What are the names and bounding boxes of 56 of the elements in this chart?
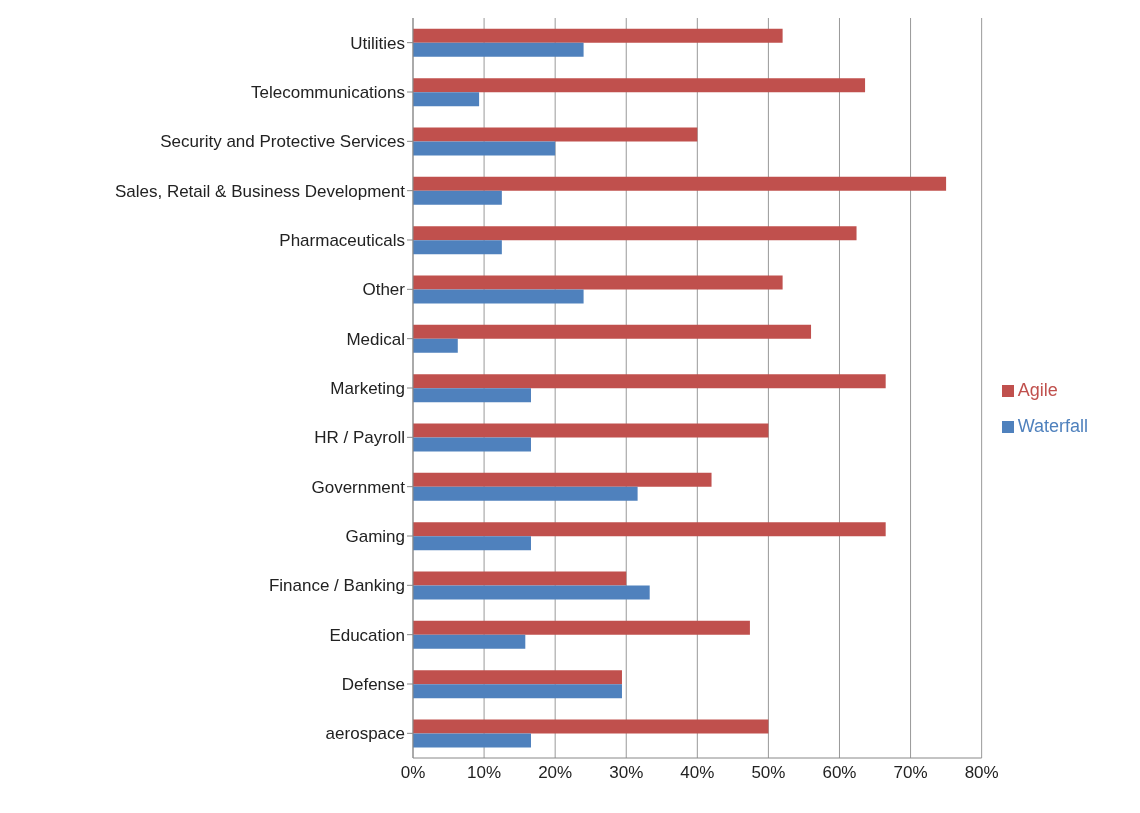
legend-label: Waterfall: [1017, 416, 1088, 436]
bar: [413, 472, 712, 487]
x-tick-label: 40%: [680, 763, 715, 783]
bar: [413, 92, 480, 107]
bar: [413, 522, 886, 537]
x-tick-label: 50%: [751, 763, 786, 783]
bar: [413, 240, 502, 255]
x-tick-label: 0%: [400, 763, 426, 783]
y-tick-label: HR / Payroll: [314, 428, 405, 448]
bar: [413, 226, 857, 241]
bar: [413, 190, 502, 205]
x-tick-label: 20%: [538, 763, 573, 783]
y-tick-label: Pharmaceuticals: [279, 231, 405, 251]
y-tick-label: Gaming: [345, 527, 405, 547]
bar: [413, 324, 812, 339]
bar: [413, 536, 531, 551]
y-tick-label: Security and Protective Services: [160, 132, 405, 152]
bar: [413, 486, 638, 501]
bar: [413, 571, 627, 586]
bar: [413, 42, 584, 57]
y-tick-label: Education: [329, 625, 405, 645]
y-tick-label: Utilities: [350, 33, 405, 53]
bar: [413, 141, 556, 156]
bar: [413, 127, 698, 142]
bar: [413, 733, 531, 748]
y-tick-label: Medical: [346, 329, 405, 349]
bar: [413, 374, 886, 389]
y-tick-label: Sales, Retail & Business Development: [114, 181, 406, 201]
bar: [413, 28, 783, 43]
bar: [413, 585, 650, 600]
bar: [413, 684, 622, 699]
x-tick-label: 10%: [467, 763, 502, 783]
bar: [413, 78, 866, 93]
bar: [413, 437, 531, 452]
y-tick-label: Other: [362, 280, 406, 300]
x-tick-label: 30%: [609, 763, 644, 783]
y-tick-label: Finance / Banking: [268, 576, 405, 596]
bar: [413, 289, 584, 304]
x-tick-label: 70%: [893, 763, 928, 783]
bar: [413, 423, 769, 438]
bar: [413, 634, 526, 649]
bar: [413, 338, 458, 353]
y-tick-label: Telecommunications: [250, 83, 405, 103]
bar: [413, 670, 622, 685]
y-tick-label: Marketing: [330, 379, 405, 399]
bar: [413, 719, 769, 734]
x-tick-label: 80%: [964, 763, 999, 783]
legend-label: Agile: [1017, 380, 1058, 400]
bar: [413, 620, 750, 635]
bar: [413, 275, 783, 290]
bar: [413, 176, 947, 191]
bar: [413, 388, 531, 403]
x-tick-label: 60%: [822, 763, 857, 783]
y-tick-label: Government: [311, 477, 406, 497]
y-tick-label: aerospace: [325, 724, 405, 744]
y-tick-label: Defense: [341, 675, 405, 695]
